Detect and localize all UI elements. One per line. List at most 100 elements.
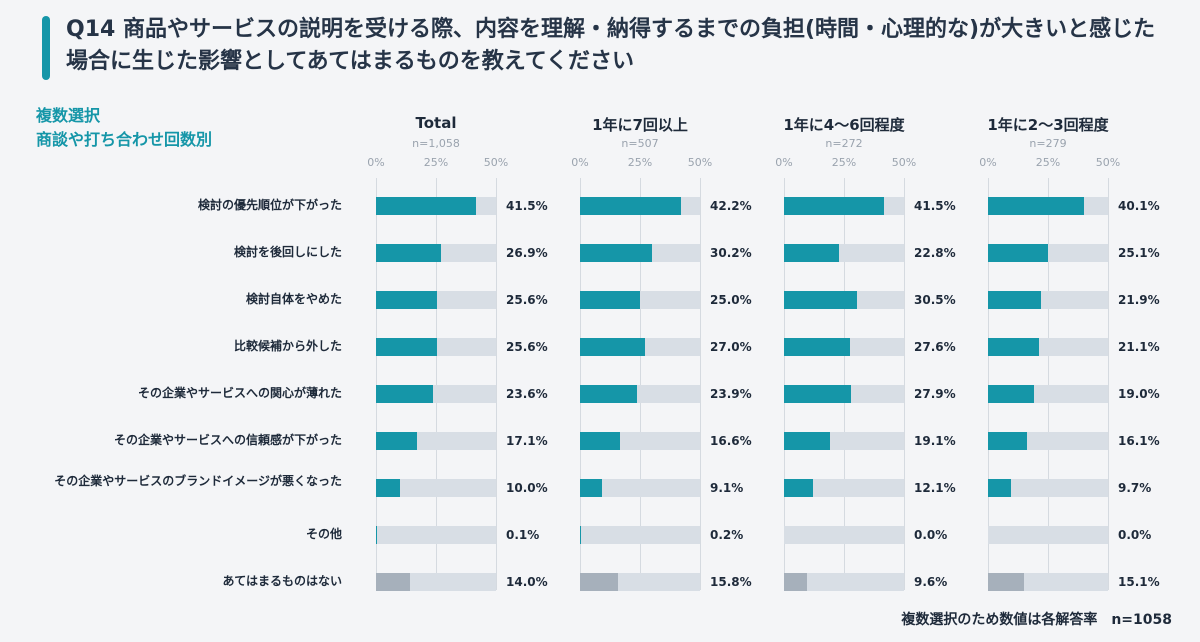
data-label: 30.2% (710, 246, 752, 260)
bar (376, 432, 418, 450)
data-label: 0.1% (506, 528, 540, 542)
page-title: Q14 商品やサービスの説明を受ける際、内容を理解・納得するまでの負担(時間・心… (66, 17, 1156, 74)
axis-tick-label: 0% (775, 156, 793, 169)
axis-tick-label: 25% (423, 156, 449, 169)
bar (376, 573, 410, 591)
data-label: 25.6% (506, 293, 548, 307)
bar-track (376, 573, 496, 591)
subtitle-line-2: 商談や打ち合わせ回数別 (36, 130, 213, 149)
bar-track (376, 479, 496, 497)
bar (988, 197, 1085, 215)
bar-track (784, 338, 904, 356)
data-label: 23.9% (710, 387, 752, 401)
gridline (640, 178, 641, 590)
gridline (1048, 178, 1049, 590)
bar (784, 244, 839, 262)
bar-track (376, 244, 496, 262)
data-label: 9.1% (710, 481, 744, 495)
bar (988, 385, 1034, 403)
title-accent-bar (42, 16, 50, 80)
data-label: 25.0% (710, 293, 752, 307)
footnote: 複数選択のため数値は各解答率 n=1058 (901, 612, 1172, 628)
bar (988, 432, 1027, 450)
bar (580, 573, 618, 591)
axis-tick-label: 50% (687, 156, 713, 169)
bar (580, 479, 602, 497)
bar (988, 244, 1049, 262)
bar-track (988, 432, 1108, 450)
data-label: 0.0% (1118, 528, 1152, 542)
bar-track (784, 573, 904, 591)
data-label: 25.6% (506, 340, 548, 354)
bar-track (784, 432, 904, 450)
category-label: 検討を後回しにした (233, 245, 342, 259)
axis-tick-label: 25% (831, 156, 857, 169)
bar (784, 338, 851, 356)
bar (988, 573, 1025, 591)
panel-sample-size: n=279 (1029, 137, 1067, 150)
axis-tick-label: 50% (1095, 156, 1121, 169)
axis-tick-label: 0% (571, 156, 589, 169)
gridline (904, 178, 905, 590)
panel-title: 1年に7回以上 (592, 116, 688, 134)
bar (784, 479, 814, 497)
bar-track (784, 479, 904, 497)
data-label: 26.9% (506, 246, 548, 260)
panel-sample-size: n=1,058 (412, 137, 460, 150)
bar (376, 244, 441, 262)
panel-sample-size: n=272 (825, 137, 863, 150)
bar-track (988, 526, 1108, 544)
data-label: 42.2% (710, 199, 752, 213)
gridline (1108, 178, 1109, 590)
category-label: その企業やサービスへの関心が薄れた (137, 386, 342, 400)
bar (580, 197, 682, 215)
bar (376, 385, 433, 403)
bar-track (988, 338, 1108, 356)
data-label: 0.0% (914, 528, 948, 542)
bar (376, 338, 438, 356)
subtitle-line-1: 複数選択 (36, 106, 101, 125)
bar-track (988, 244, 1108, 262)
bar-track (376, 526, 496, 544)
bar-track (580, 385, 700, 403)
bar (988, 291, 1041, 309)
panel-title: 1年に2〜3回程度 (987, 116, 1109, 134)
bar (580, 291, 640, 309)
axis-tick-label: 25% (627, 156, 653, 169)
bar-track (580, 338, 700, 356)
bar-track (580, 526, 700, 544)
bar-track (580, 432, 700, 450)
gridline (376, 178, 377, 590)
gridline (496, 178, 497, 590)
gridline (436, 178, 437, 590)
bar-track (580, 244, 700, 262)
data-label: 27.6% (914, 340, 956, 354)
bar (784, 432, 830, 450)
axis-tick-label: 0% (367, 156, 385, 169)
bar-track (580, 197, 700, 215)
axis-tick-label: 50% (891, 156, 917, 169)
bar (580, 385, 638, 403)
data-label: 12.1% (914, 481, 956, 495)
bar-track (988, 385, 1108, 403)
bar-track (580, 291, 700, 309)
data-label: 0.2% (710, 528, 744, 542)
data-label: 19.1% (914, 434, 956, 448)
bar (580, 432, 620, 450)
data-label: 16.1% (1118, 434, 1160, 448)
category-label: 検討自体をやめた (245, 292, 342, 306)
data-label: 14.0% (506, 575, 548, 589)
panel-sample-size: n=507 (621, 137, 659, 150)
bar-track (988, 197, 1108, 215)
category-label: 検討の優先順位が下がった (197, 198, 342, 212)
bar-track (988, 291, 1108, 309)
bar (784, 197, 884, 215)
bar-track (784, 526, 904, 544)
axis-tick-label: 25% (1035, 156, 1061, 169)
data-label: 9.6% (914, 575, 948, 589)
bar-track (376, 385, 496, 403)
data-label: 22.8% (914, 246, 956, 260)
category-label: あてはまるものはない (222, 574, 342, 588)
bar (988, 338, 1039, 356)
data-label: 21.9% (1118, 293, 1160, 307)
